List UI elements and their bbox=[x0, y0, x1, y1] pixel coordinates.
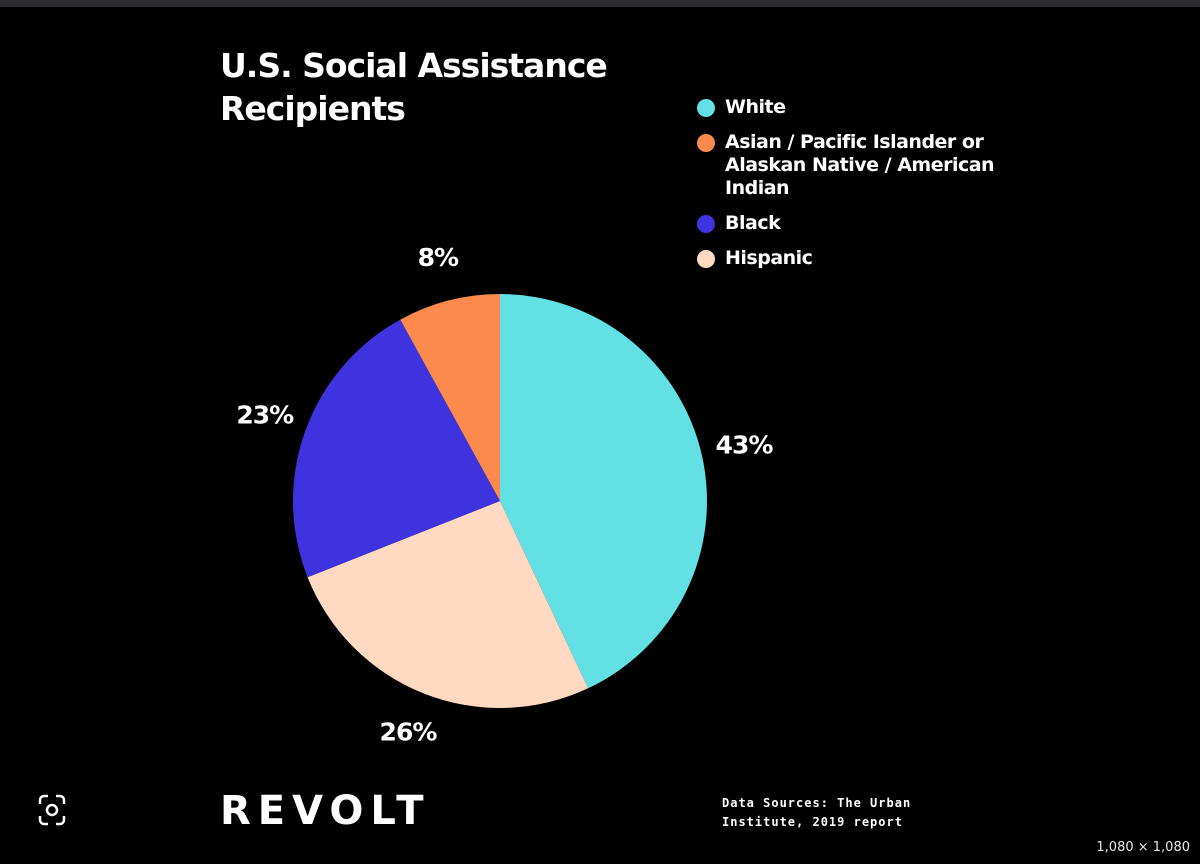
top-bar bbox=[0, 0, 1200, 7]
legend-item: White bbox=[697, 96, 1017, 119]
legend-swatch bbox=[697, 134, 715, 152]
legend-swatch bbox=[697, 215, 715, 233]
legend-item: Hispanic bbox=[697, 247, 1017, 270]
legend-item: Black bbox=[697, 212, 1017, 235]
data-label: 43% bbox=[716, 430, 774, 459]
lens-icon[interactable] bbox=[38, 794, 66, 826]
data-label: 23% bbox=[236, 400, 294, 429]
legend-swatch bbox=[697, 99, 715, 117]
brand-logo: REVOLT bbox=[220, 788, 431, 834]
pie-slice bbox=[307, 501, 589, 708]
data-label: 8% bbox=[418, 243, 459, 272]
pie-slice bbox=[400, 294, 500, 501]
legend-label: Hispanic bbox=[725, 247, 813, 269]
legend-swatch bbox=[697, 250, 715, 268]
legend-label: Black bbox=[725, 212, 781, 234]
pie-slice bbox=[292, 319, 500, 578]
source-note: Data Sources: The Urban Institute, 2019 … bbox=[722, 796, 912, 829]
legend: White Asian / Pacific Islander or Alaskan… bbox=[697, 96, 1017, 282]
legend-label: Asian / Pacific Islander or Alaskan Nati… bbox=[725, 131, 995, 199]
legend-label: White bbox=[725, 96, 786, 118]
chart-title: U.S. Social Assistance Recipients bbox=[220, 46, 608, 128]
legend-item: Asian / Pacific Islander or Alaskan Nati… bbox=[697, 131, 1017, 200]
image-size: 1,080 × 1,080 bbox=[1096, 840, 1190, 855]
data-label: 26% bbox=[380, 717, 438, 746]
pie-slice bbox=[500, 294, 707, 689]
